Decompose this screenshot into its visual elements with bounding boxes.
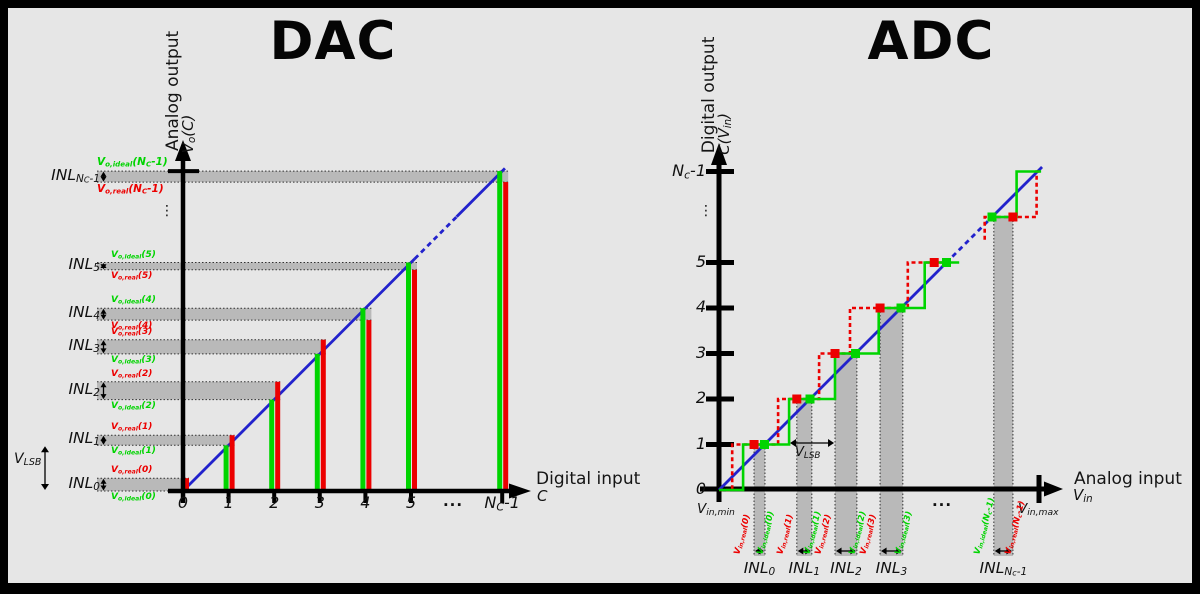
dac-title: DAC (269, 11, 397, 72)
frame-bottom-edge (0, 583, 1200, 594)
adc-real-point (792, 394, 802, 404)
adc-inl-band (796, 399, 812, 556)
adc-vlsb-arrow-head (790, 439, 797, 447)
adc-inl-arrow-head (896, 547, 902, 555)
adc-inl-arrow-head (758, 547, 764, 555)
dac-ideal-bar (497, 171, 503, 493)
dac-inl-arrow-head (100, 485, 107, 491)
dac-inl-arrow-head (100, 382, 107, 388)
dac-inl-arrow-head (100, 171, 107, 177)
dac-y-axis-sublabel: Vo(C) (179, 114, 199, 154)
adc-x-ellipsis: ... (931, 492, 953, 510)
adc-inl-band (835, 353, 857, 556)
adc-inl-arrow-head (836, 547, 842, 555)
adc-y-axis-arrow (711, 143, 727, 165)
dac-real-bar (320, 339, 326, 493)
adc-ideal-point (851, 349, 860, 358)
dac-inl-arrow-head (100, 340, 107, 346)
dac-inl-arrow-head (100, 478, 107, 484)
dac-x-axis-arrow (509, 483, 531, 499)
dac-inl-band (97, 171, 509, 183)
adc-ideal-staircase (719, 261, 960, 492)
dac-inl-arrow-head (100, 308, 107, 314)
adc-inl-arrow-head (1006, 547, 1012, 555)
adc-x-axis-arrow (1044, 481, 1063, 497)
adc-x-axis-sublabel: Vin (1073, 486, 1093, 506)
adc-real-point (875, 303, 885, 313)
dac-ideal-bar (223, 445, 229, 493)
adc-vin-min-label: Vin,min (697, 501, 735, 518)
dac-ideal-bar (314, 353, 320, 493)
adc-inl-arrow-head (797, 547, 804, 555)
dac-inl-arrow-head (100, 435, 107, 441)
dac-inl-band (97, 308, 372, 321)
dac-inl-band (97, 478, 189, 491)
adc-ideal-point (805, 394, 815, 404)
adc-inl-arrow-head (850, 547, 856, 555)
dac-real-bar (412, 269, 417, 493)
dac-inl-band (97, 262, 417, 270)
dac-real-bar (229, 435, 235, 493)
dac-y-axis-arrow (175, 140, 191, 161)
dac-x-ellipsis: ... (442, 492, 464, 510)
dac-inl-arrow-head (100, 176, 107, 182)
dac-inl-band (97, 381, 281, 400)
adc-x-axis-label: Analog input (1074, 469, 1182, 489)
dac-x-axis-sublabel: C (537, 487, 548, 505)
adc-ideal-point (896, 303, 906, 313)
adc-inl-band (880, 308, 903, 556)
dac-vlsb-arrow-head (41, 446, 49, 453)
dac-ideal-line (182, 257, 416, 492)
adc-ideal-point (942, 258, 951, 267)
dac-real-bar (366, 320, 372, 493)
adc-vlsb-arrow-head (828, 439, 835, 447)
dac-inl-arrow-head (100, 264, 107, 270)
dac-vlsb-arrow-head (41, 484, 49, 490)
dac-inl-arrow-head (100, 439, 107, 445)
dac-vlsb-label: VLSB (14, 451, 42, 468)
dac-inl-band (97, 435, 235, 446)
dac-ideal-line (455, 167, 506, 218)
dac-ideal-bar (360, 308, 366, 493)
adc-y-ellipsis: ⋮ (699, 203, 713, 219)
dac-ideal-line-dashed (413, 215, 458, 260)
adc-inl-arrow-head (994, 547, 1001, 555)
adc-ideal-line (718, 268, 941, 491)
adc-ideal-point (987, 212, 997, 222)
dac-real-bar (503, 182, 509, 493)
adc-ideal-staircase (990, 170, 1042, 219)
adc-inl-band (993, 217, 1013, 556)
adc-real-point (830, 349, 840, 358)
adc-title: ADC (867, 11, 995, 72)
adc-real-staircase (983, 170, 1042, 240)
dac-x-axis-label: Digital input (536, 469, 641, 489)
dac-real-bar (184, 478, 189, 493)
adc-ideal-point (760, 440, 769, 449)
dac-inl-arrow-head (100, 314, 107, 320)
adc-real-point (929, 258, 939, 267)
dac-ideal-bar (269, 399, 275, 493)
adc-vin-max-label: Vin,max (1018, 501, 1059, 518)
adc-inl-band (754, 444, 765, 556)
dac-inl-band (97, 339, 326, 354)
dac-inl-arrow-head (100, 348, 107, 354)
adc-vlsb-label: VLSB (795, 445, 821, 461)
adc-real-staircase (719, 261, 943, 492)
adc-inl-arrow-head (881, 547, 887, 555)
adc-real-point (749, 440, 759, 449)
dac-inl-arrow-head (100, 394, 107, 400)
dac-ideal-bar (406, 262, 411, 493)
adc-inl-arrow-head (805, 547, 811, 555)
dac-y-ellipsis: ⋮ (160, 203, 174, 219)
adc-real-point (1008, 212, 1018, 222)
adc-y-axis-sublabel: C(Vin) (715, 113, 735, 155)
dac-real-bar (275, 381, 281, 493)
